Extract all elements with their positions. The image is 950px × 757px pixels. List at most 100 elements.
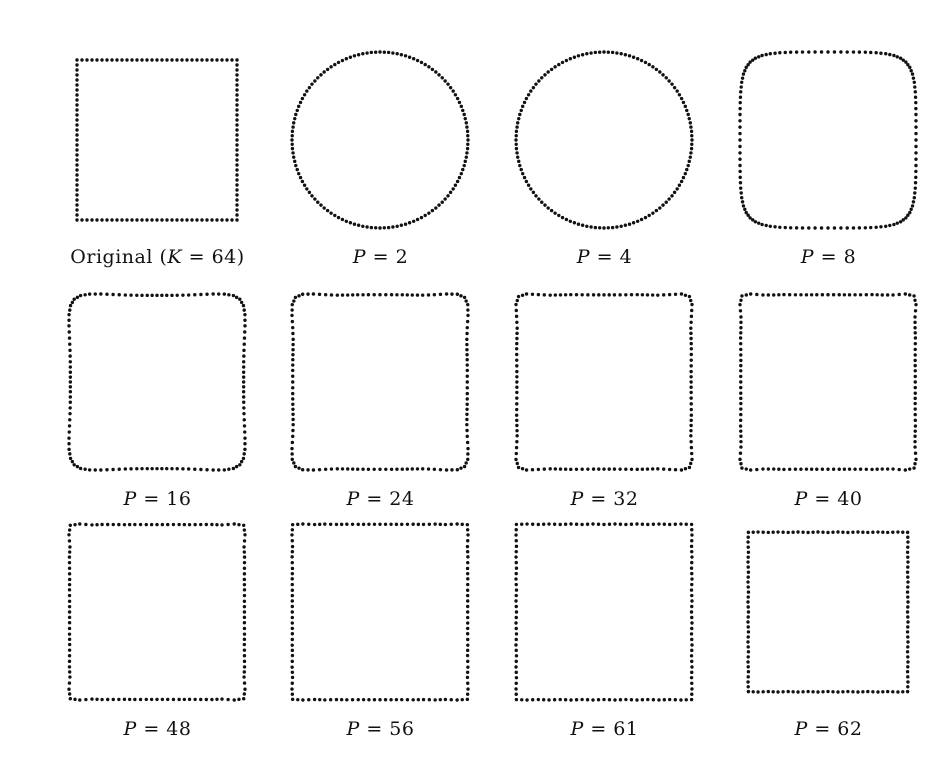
boundary-point: [515, 358, 519, 362]
boundary-point: [465, 412, 469, 416]
boundary-point: [515, 298, 519, 303]
boundary-point: [369, 50, 374, 55]
boundary-point: [543, 73, 547, 77]
boundary-point: [241, 370, 246, 374]
boundary-point: [235, 83, 239, 87]
boundary-point: [335, 467, 340, 471]
boundary-point: [906, 595, 910, 599]
boundary-point: [68, 375, 73, 379]
boundary-point: [386, 225, 391, 230]
boundary-point: [193, 467, 197, 471]
boundary-point: [75, 218, 79, 222]
boundary-point: [415, 293, 420, 297]
boundary-point: [298, 100, 303, 105]
boundary-point: [913, 434, 917, 438]
boundary-point: [740, 294, 744, 298]
boundary-point: [662, 522, 667, 526]
boundary-point: [739, 331, 743, 335]
boundary-point: [75, 108, 79, 112]
boundary-point: [313, 79, 317, 83]
boundary-point: [746, 605, 750, 609]
boundary-point: [786, 530, 790, 535]
boundary-point: [400, 293, 404, 297]
boundary-points: [738, 50, 918, 230]
boundary-point: [912, 466, 916, 470]
boundary-point: [67, 588, 72, 592]
boundary-point: [465, 325, 469, 330]
boundary-point: [832, 226, 837, 230]
boundary-plot: [290, 292, 470, 472]
boundary-point: [514, 538, 518, 543]
boundary-point: [686, 163, 690, 168]
boundary-points: [67, 292, 247, 472]
boundary-point: [515, 364, 519, 368]
boundary-point: [459, 466, 463, 470]
boundary-points: [514, 50, 694, 230]
boundary-point: [667, 197, 671, 201]
boundary-point: [75, 168, 79, 172]
boundary-point: [323, 293, 328, 297]
boundary-point: [563, 698, 568, 702]
boundary-point: [914, 157, 918, 161]
boundary-point: [352, 54, 357, 58]
boundary-point: [690, 538, 694, 543]
boundary-point: [238, 463, 242, 467]
boundary-point: [591, 698, 595, 702]
boundary-point: [290, 610, 294, 614]
boundary-point: [689, 390, 693, 395]
boundary-point: [336, 215, 341, 220]
boundary-point: [738, 418, 743, 423]
boundary-point: [689, 418, 693, 423]
boundary-point: [242, 654, 247, 658]
boundary-point: [591, 293, 596, 297]
boundary-point: [389, 522, 393, 526]
boundary-point: [886, 689, 890, 694]
boundary-point: [689, 314, 694, 319]
boundary-point: [593, 225, 598, 230]
boundary-point: [518, 112, 522, 117]
boundary-point: [297, 171, 301, 176]
boundary-point: [133, 697, 137, 702]
boundary-point: [75, 153, 79, 157]
boundary-point: [127, 697, 132, 702]
boundary-point: [515, 375, 519, 379]
boundary-point: [515, 336, 519, 341]
boundary-point: [631, 221, 636, 225]
boundary-point: [226, 522, 230, 527]
boundary-point: [427, 522, 432, 526]
boundary-point: [465, 566, 470, 571]
boundary-point: [635, 57, 640, 61]
boundary-point: [906, 605, 910, 609]
boundary-point: [68, 348, 72, 353]
boundary-point: [756, 690, 760, 694]
boundary-point: [150, 58, 154, 62]
boundary-point: [333, 62, 337, 67]
boundary-point: [205, 468, 209, 472]
boundary-point: [914, 457, 918, 462]
boundary-point: [105, 292, 109, 296]
boundary-point: [328, 522, 333, 526]
boundary-point: [180, 218, 184, 222]
boundary-point: [515, 380, 519, 384]
boundary-point: [913, 374, 917, 379]
boundary-point: [361, 293, 365, 297]
boundary-point: [741, 72, 746, 76]
boundary-point: [73, 522, 77, 527]
boundary-point: [856, 530, 860, 534]
boundary-point: [580, 697, 584, 702]
boundary-point: [914, 119, 918, 123]
caption-variable: P: [570, 718, 584, 740]
boundary-point: [746, 660, 750, 664]
boundary-point: [239, 459, 244, 464]
boundary-point: [290, 560, 294, 565]
panel-p-24: P = 24: [268, 282, 493, 527]
boundary-point: [135, 293, 139, 297]
boundary-point: [738, 131, 742, 136]
boundary-point: [75, 113, 79, 117]
boundary-point: [294, 112, 298, 117]
boundary-point: [464, 155, 469, 159]
boundary-point: [631, 55, 636, 59]
boundary-point: [242, 418, 246, 422]
boundary-point: [166, 697, 170, 702]
boundary-point: [187, 697, 192, 702]
